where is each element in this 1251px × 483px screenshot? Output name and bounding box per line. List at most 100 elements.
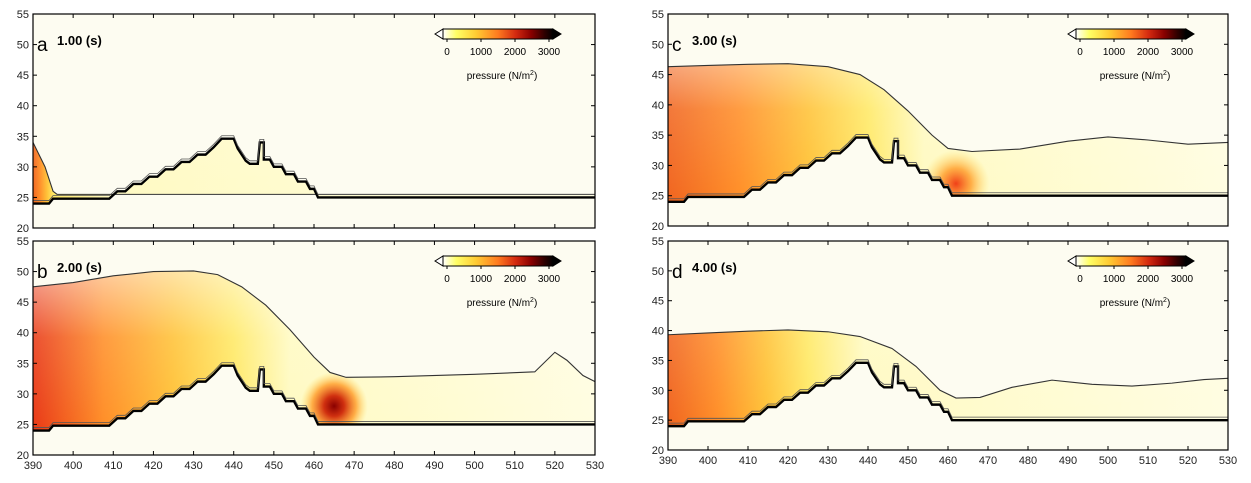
- colorbar-tick-label: 2000: [504, 47, 527, 58]
- y-tick-label: 20: [652, 221, 664, 233]
- x-tick-label: 390: [659, 455, 677, 467]
- colorbar-tick-label: 2000: [504, 274, 527, 285]
- y-tick-label: 45: [652, 70, 664, 82]
- y-tick-label: 25: [17, 192, 29, 204]
- colorbar-max-arrow: [1185, 28, 1195, 40]
- structure-outline: [668, 359, 1228, 424]
- x-tick-label: 440: [225, 460, 243, 472]
- y-tick-label: 30: [652, 385, 664, 397]
- colorbar-max-arrow: [552, 28, 562, 40]
- x-tick-label: 490: [425, 460, 443, 472]
- y-tick-label: 35: [652, 130, 664, 142]
- x-tick-label: 490: [1059, 455, 1077, 467]
- colorbar-tick-label: 3000: [538, 274, 561, 285]
- panel-letter: b: [37, 262, 48, 283]
- y-tick-label: 55: [652, 236, 664, 248]
- colorbar-tick-label: 0: [1077, 274, 1083, 285]
- colorbar-tick-label: 1000: [1103, 274, 1126, 285]
- free-surface-line: [667, 63, 1229, 153]
- y-tick-label: 55: [652, 9, 664, 21]
- x-tick-label: 470: [979, 455, 997, 467]
- colorbar-label: pressure (N/m2): [1100, 70, 1171, 82]
- free-surface-line: [32, 270, 596, 383]
- x-tick-label: 500: [465, 460, 483, 472]
- y-tick-label: 50: [652, 266, 664, 278]
- x-tick-label: 500: [1099, 455, 1117, 467]
- y-tick-label: 35: [652, 355, 664, 367]
- panel-time: 1.00 (s): [57, 33, 102, 48]
- colorbar-tick-label: 1000: [470, 274, 493, 285]
- x-tick-label: 430: [184, 460, 202, 472]
- breakwater-profile: [33, 137, 595, 205]
- x-tick-label: 520: [1179, 455, 1197, 467]
- breakwater-profile: [668, 136, 1228, 203]
- panel-letter: d: [672, 262, 683, 283]
- breakwater-profile: [33, 364, 595, 432]
- x-tick-label: 530: [586, 460, 604, 472]
- panel-time: 3.00 (s): [692, 33, 737, 48]
- colorbar-gradient: [442, 255, 554, 267]
- x-tick-label: 410: [104, 460, 122, 472]
- y-tick-label: 50: [17, 40, 29, 52]
- x-tick-label: 470: [345, 460, 363, 472]
- panel-time: 2.00 (s): [57, 260, 102, 275]
- y-tick-label: 35: [17, 131, 29, 143]
- x-tick-label: 420: [779, 455, 797, 467]
- colorbar-label: pressure (N/m2): [1100, 297, 1171, 309]
- colorbar-tick-label: 2000: [1137, 47, 1160, 58]
- panel-c: 20 25 30 35 40 45 50 55 c 3.00 (s) 0 1000 2000 3000 pr…: [652, 9, 1229, 233]
- y-tick-label: 20: [17, 450, 29, 462]
- colorbar-max-arrow: [1185, 255, 1195, 267]
- panel-time: 4.00 (s): [692, 260, 737, 275]
- x-tick-label: 440: [859, 455, 877, 467]
- colorbar-tick-label: 3000: [1171, 274, 1194, 285]
- x-tick-label: 430: [819, 455, 837, 467]
- free-surface-line: [32, 142, 595, 195]
- free-surface-line: [667, 329, 1229, 399]
- colorbar-tick-label: 0: [444, 47, 450, 58]
- y-tick-label: 45: [652, 296, 664, 308]
- breakwater-profile: [668, 361, 1228, 428]
- panel-d: 20 25 30 35 40 45 50 55 390 400 410 420 430 440 450 460…: [652, 236, 1237, 467]
- colorbar-tick-label: 0: [1077, 47, 1083, 58]
- colorbar-label: pressure (N/m2): [467, 297, 538, 309]
- y-tick-label: 55: [17, 9, 29, 21]
- colorbar-gradient: [442, 28, 554, 40]
- y-tick-label: 20: [652, 445, 664, 457]
- colorbar-tick-label: 1000: [470, 47, 493, 58]
- x-tick-label: 390: [24, 460, 42, 472]
- y-tick-label: 50: [17, 267, 29, 279]
- colorbar: 0 1000 2000 3000 pressure (N/m2): [1067, 28, 1195, 82]
- y-tick-label: 30: [17, 162, 29, 174]
- x-tick-label: 480: [1019, 455, 1037, 467]
- y-tick-label: 40: [652, 326, 664, 338]
- x-tick-label: 460: [939, 455, 957, 467]
- panel-a: 20 25 30 35 40 45 50 55 a 1.00 (s) 0 1000 2000 3000 pr…: [17, 9, 596, 235]
- x-tick-label: 530: [1219, 455, 1237, 467]
- colorbar-tick-label: 1000: [1103, 47, 1126, 58]
- x-tick-label: 400: [64, 460, 82, 472]
- panel-b: 20 25 30 35 40 45 50 55 390 400 410 420 430 440 450 460…: [17, 236, 604, 472]
- y-tick-label: 45: [17, 297, 29, 309]
- x-tick-label: 510: [1139, 455, 1157, 467]
- colorbar-gradient: [1075, 28, 1187, 40]
- x-tick-label: 450: [265, 460, 283, 472]
- y-tick-label: 35: [17, 358, 29, 370]
- colorbar-tick-label: 0: [444, 274, 450, 285]
- y-tick-label: 30: [652, 160, 664, 172]
- panel-letter: c: [672, 35, 682, 56]
- x-tick-label: 410: [739, 455, 757, 467]
- y-tick-label: 25: [652, 191, 664, 203]
- y-tick-label: 20: [17, 223, 29, 235]
- structure-outline: [33, 362, 595, 428]
- y-tick-label: 40: [652, 100, 664, 112]
- y-tick-label: 45: [17, 70, 29, 82]
- colorbar-gradient: [1075, 255, 1187, 267]
- colorbar-max-arrow: [552, 255, 562, 267]
- structure-outline: [668, 134, 1228, 200]
- colorbar: 0 1000 2000 3000 pressure (N/m2): [434, 28, 562, 82]
- colorbar-tick-label: 3000: [538, 47, 561, 58]
- x-tick-label: 450: [899, 455, 917, 467]
- y-tick-label: 25: [17, 419, 29, 431]
